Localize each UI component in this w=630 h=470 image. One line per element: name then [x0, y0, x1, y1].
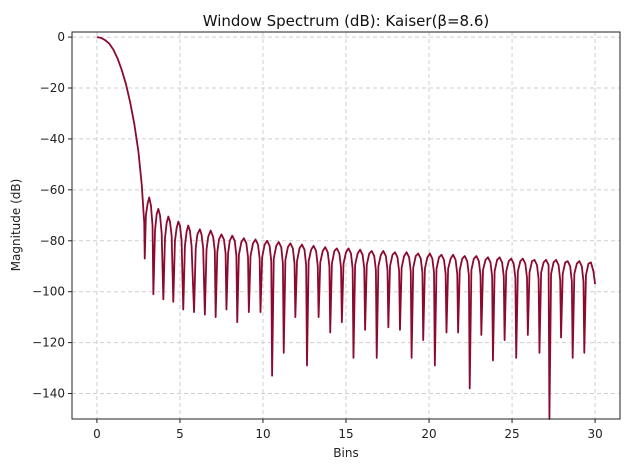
y-tick-label: −20 — [40, 81, 65, 95]
x-tick-label: 30 — [587, 427, 602, 441]
y-tick-label: −140 — [32, 387, 65, 401]
chart-title: Window Spectrum (dB): Kaiser(β=8.6) — [203, 12, 490, 30]
y-tick-label: −100 — [32, 285, 65, 299]
plot-area — [96, 36, 596, 420]
y-axis: 0 −20 −40 −60 −80 −100 −120 −140 — [32, 30, 72, 401]
y-tick-label: −40 — [40, 132, 65, 146]
y-tick-label: −120 — [32, 336, 65, 350]
y-axis-label: Magnitude (dB) — [9, 179, 23, 272]
series-line-0 — [96, 36, 596, 420]
x-axis: 0 5 10 15 20 25 30 — [93, 419, 603, 441]
x-tick-label: 10 — [255, 427, 270, 441]
x-tick-label: 15 — [338, 427, 353, 441]
x-axis-label: Bins — [333, 446, 358, 460]
y-tick-label: −80 — [40, 234, 65, 248]
x-tick-label: 20 — [421, 427, 436, 441]
y-tick-label: −60 — [40, 183, 65, 197]
x-tick-label: 25 — [504, 427, 519, 441]
grid — [72, 32, 620, 419]
x-tick-label: 0 — [93, 427, 101, 441]
y-tick-label: 0 — [57, 30, 65, 44]
x-tick-label: 5 — [176, 427, 184, 441]
